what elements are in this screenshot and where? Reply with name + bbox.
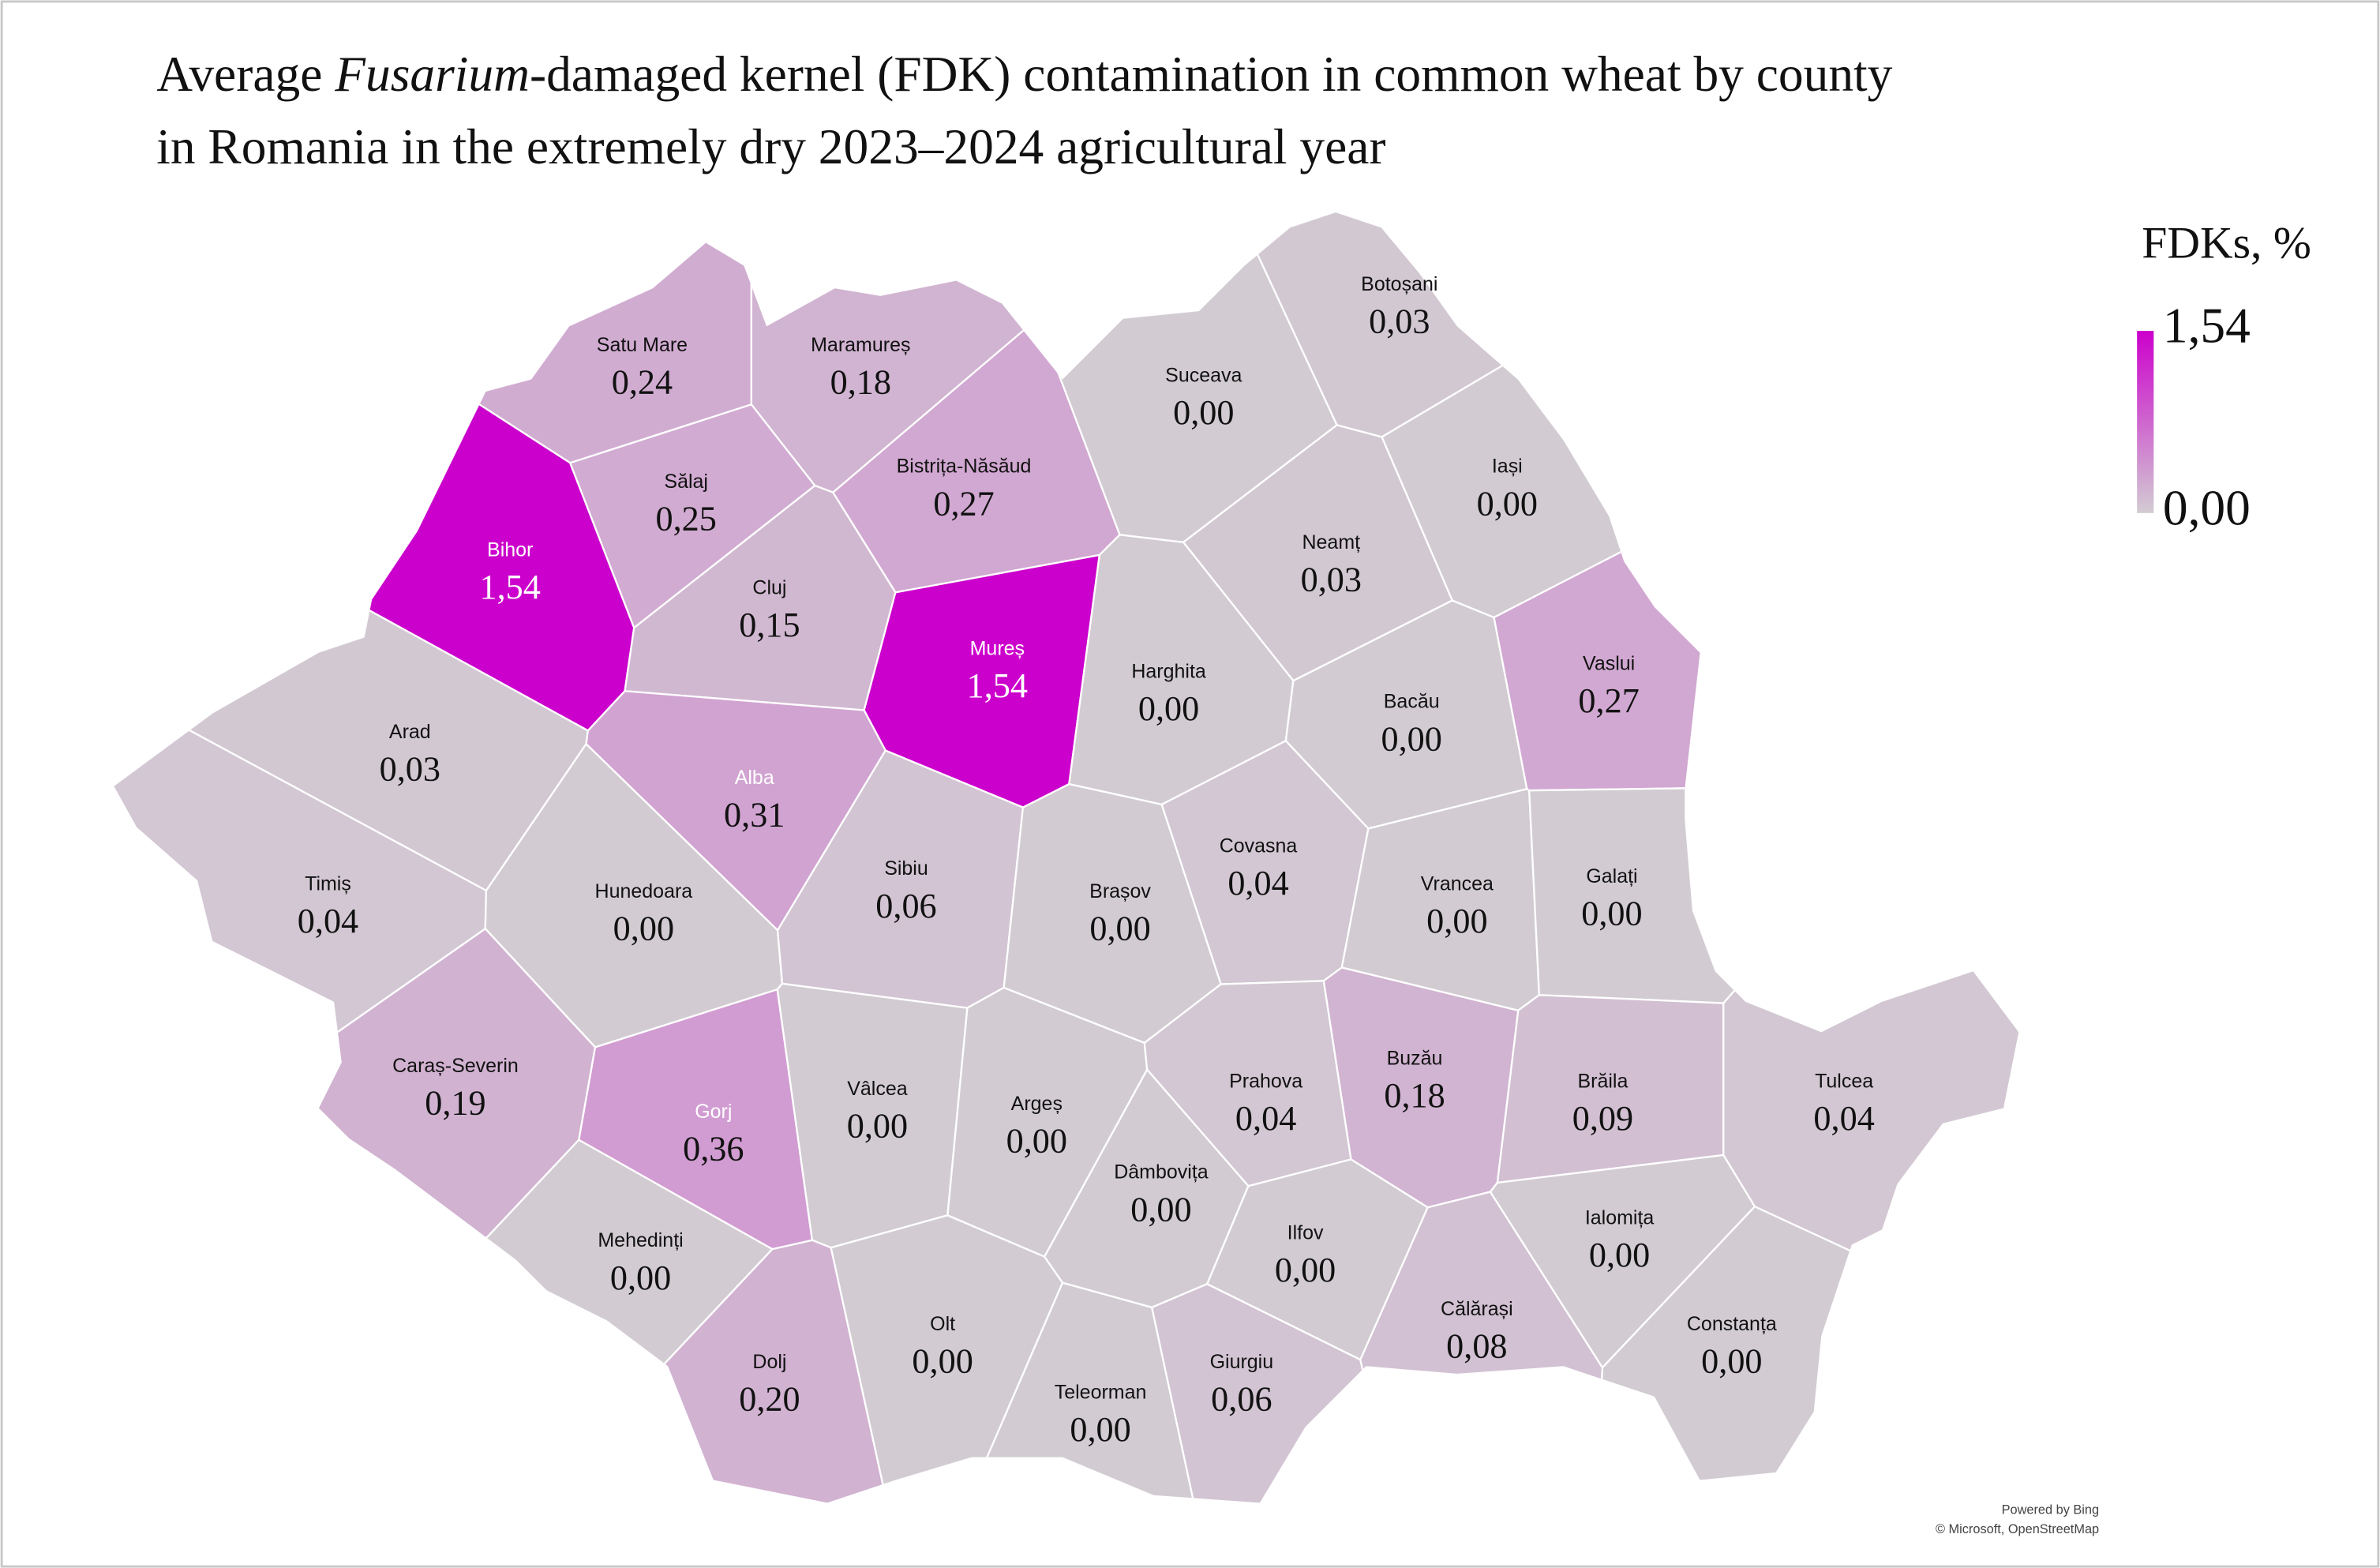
county-name: Dolj (752, 1351, 786, 1373)
county-name: Neamț (1302, 531, 1361, 553)
county-value: 0,06 (875, 887, 936, 925)
county-name: Vâlcea (847, 1078, 907, 1100)
legend-tick-label: 1,54 (2163, 298, 2251, 354)
title-line-1: Average Fusarium-damaged kernel (FDK) co… (156, 46, 1892, 102)
county-name: Bistrița-Năsăud (897, 456, 1032, 478)
county-value: 0,04 (1813, 1099, 1874, 1138)
county-value: 0,00 (1426, 902, 1487, 940)
county-value: 0,00 (912, 1342, 973, 1381)
county-name: Brașov (1089, 880, 1151, 902)
county-name: Caraș-Severin (392, 1055, 519, 1077)
county-name: Dâmbovița (1114, 1161, 1209, 1184)
county-value: 0,04 (1235, 1099, 1296, 1138)
county-name: Galați (1586, 865, 1637, 887)
county-value: 0,06 (1211, 1380, 1272, 1419)
county-value: 0,00 (1477, 484, 1538, 523)
county-name: Ilfov (1287, 1222, 1324, 1244)
county-value: 0,04 (1227, 864, 1288, 902)
county-value: 0,00 (1130, 1190, 1191, 1229)
county-name: Mureș (970, 637, 1025, 659)
county-value: 0,25 (656, 499, 717, 538)
county-name: Satu Mare (597, 334, 688, 356)
county-value: 0,31 (724, 795, 785, 834)
county-name: Hunedoara (595, 880, 693, 902)
county-name: Harghita (1131, 660, 1206, 682)
county-name: Suceava (1165, 364, 1242, 386)
legend-tick-label: 0,00 (2163, 479, 2251, 535)
county-value: 0,27 (1578, 681, 1639, 720)
county-value: 0,00 (1381, 719, 1442, 758)
county-value: 0,24 (612, 362, 673, 401)
county-value: 0,18 (830, 362, 891, 401)
county-name: Botoșani (1361, 273, 1437, 295)
county-value: 0,00 (1070, 1410, 1130, 1449)
county-name: Mehedinți (598, 1229, 683, 1251)
county-value: 0,04 (298, 902, 358, 940)
county-value: 0,00 (847, 1107, 908, 1146)
county-name: Timiș (305, 872, 351, 895)
title-part: Average (156, 46, 335, 102)
county-name: Iași (1492, 456, 1523, 478)
county-name: Buzău (1387, 1048, 1443, 1070)
county-value: 0,19 (425, 1084, 485, 1123)
county-value: 0,00 (1138, 689, 1199, 728)
county-value: 0,18 (1384, 1076, 1445, 1115)
county-name: Argeș (1011, 1093, 1063, 1115)
county-value: 0,03 (1369, 302, 1430, 341)
title-part: -damaged kernel (FDK) contamination in c… (530, 46, 1893, 102)
county-value: 0,00 (613, 910, 674, 948)
county-name: Arad (389, 721, 431, 743)
county-name: Sibiu (884, 857, 928, 880)
county-value: 0,08 (1446, 1326, 1507, 1365)
county-value: 0,00 (1581, 894, 1642, 932)
county-value: 1,54 (480, 568, 541, 606)
county-name: Teleorman (1055, 1382, 1147, 1404)
county-name: Bihor (487, 538, 533, 561)
county-name: Ialomița (1585, 1206, 1655, 1229)
county-name: Covasna (1220, 835, 1298, 857)
county-value: 0,00 (1589, 1236, 1650, 1274)
county-name: Tulcea (1815, 1070, 1873, 1092)
county-name: Sălaj (664, 471, 708, 493)
legend: 1,54 0,00 (2137, 298, 2251, 535)
county-name: Prahova (1229, 1070, 1302, 1092)
county-name: Maramureș (811, 334, 910, 356)
county-value: 0,15 (739, 606, 800, 644)
county-value: 1,54 (967, 666, 1028, 705)
attribution: © Microsoft, OpenStreetMap (1936, 1522, 2099, 1536)
county-value: 0,20 (739, 1380, 800, 1419)
county-value: 0,00 (1701, 1342, 1762, 1381)
county-value: 0,03 (380, 750, 440, 789)
county-value: 0,00 (1089, 910, 1150, 948)
county-name: Vrancea (1421, 872, 1494, 895)
legend-title: FDKs, % (2142, 219, 2311, 268)
label-layer: Satu Mare 0,24 Maramureș 0,18 Botoșani 0,03 Su… (298, 273, 1875, 1449)
county-value: 0,09 (1572, 1099, 1633, 1138)
county-name: Călărași (1441, 1298, 1513, 1320)
title-part: Fusarium (334, 46, 530, 102)
county-name: Constanța (1687, 1313, 1777, 1335)
county-name: Bacău (1384, 691, 1440, 713)
county-value: 0,00 (1173, 393, 1234, 432)
county-name: Olt (930, 1313, 955, 1335)
county-value: 0,00 (610, 1259, 671, 1297)
county-value: 0,36 (683, 1129, 744, 1168)
county-value: 0,27 (933, 484, 994, 523)
title-line-2: in Romania in the extremely dry 2023–202… (156, 118, 1385, 174)
county-name: Brăila (1577, 1070, 1628, 1092)
county-name: Gorj (695, 1101, 732, 1123)
county-name: Giurgiu (1210, 1351, 1274, 1373)
attribution: Powered by Bing (2002, 1502, 2099, 1517)
county-name: Vaslui (1583, 653, 1635, 675)
county-value: 0,00 (1006, 1122, 1067, 1161)
legend-color-bar (2137, 331, 2154, 513)
county-name: Cluj (752, 577, 786, 599)
county-value: 0,00 (1275, 1251, 1336, 1289)
county-name: Alba (735, 767, 774, 789)
county-value: 0,03 (1301, 560, 1362, 598)
